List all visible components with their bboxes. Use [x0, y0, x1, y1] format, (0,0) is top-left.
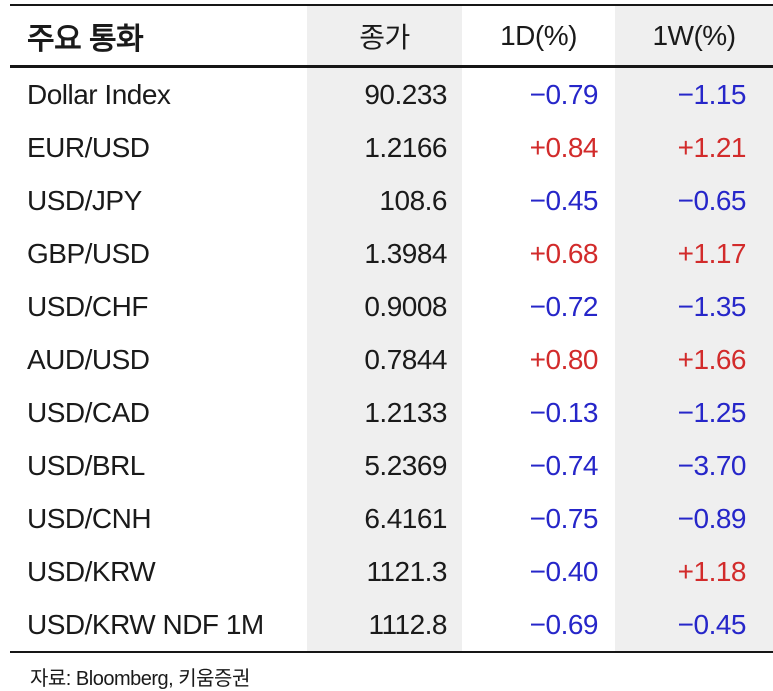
column-header-1w: 1W(%) — [615, 4, 773, 68]
currency-name: USD/KRW — [27, 555, 156, 587]
change-1d: −0.75 — [529, 502, 599, 534]
change-1d: −0.79 — [529, 78, 599, 110]
close-value: 1.3984 — [307, 227, 462, 280]
table-row: USD/CHF 0.9008 −0.72 −1.35 — [10, 280, 773, 333]
currency-name: USD/CHF — [27, 290, 148, 322]
fx-currency-table: 주요 통화 종가 1D(%) 1W(%) Dollar Index 90.233… — [10, 4, 773, 653]
close-value: 1.2133 — [307, 386, 462, 439]
change-1w: +1.17 — [615, 227, 773, 280]
close-value: 90.233 — [307, 66, 462, 121]
table-row: EUR/USD 1.2166 +0.84 +1.21 — [10, 121, 773, 174]
close-value: 1121.3 — [307, 545, 462, 598]
source-note: 자료: Bloomberg, 키움증권 — [30, 668, 250, 690]
change-1d: +0.84 — [529, 131, 599, 163]
table-row: AUD/USD 0.7844 +0.80 +1.66 — [10, 333, 773, 386]
close-value: 5.2369 — [307, 439, 462, 492]
currency-name: USD/JPY — [27, 184, 142, 216]
table-row: USD/BRL 5.2369 −0.74 −3.70 — [10, 439, 773, 492]
change-1w: −1.25 — [615, 386, 773, 439]
column-header-1d: 1D(%) — [462, 4, 615, 68]
change-1w: −0.45 — [615, 598, 773, 653]
table-header-row: 주요 통화 종가 1D(%) 1W(%) — [10, 4, 773, 68]
close-value: 1112.8 — [307, 598, 462, 653]
currency-name: Dollar Index — [27, 78, 171, 110]
table-row: USD/KRW NDF 1M 1112.8 −0.69 −0.45 — [10, 598, 773, 653]
change-1d: −0.45 — [529, 184, 599, 216]
close-value: 0.9008 — [307, 280, 462, 333]
currency-name: GBP/USD — [27, 237, 150, 269]
table-row: USD/CNH 6.4161 −0.75 −0.89 — [10, 492, 773, 545]
close-value: 0.7844 — [307, 333, 462, 386]
close-value: 1.2166 — [307, 121, 462, 174]
change-1d: −0.13 — [529, 396, 599, 428]
column-header-close: 종가 — [307, 4, 462, 68]
currency-name: AUD/USD — [27, 343, 150, 375]
change-1w: −1.35 — [615, 280, 773, 333]
change-1w: +1.21 — [615, 121, 773, 174]
table-row: USD/KRW 1121.3 −0.40 +1.18 — [10, 545, 773, 598]
change-1d: −0.72 — [529, 290, 599, 322]
close-value: 6.4161 — [307, 492, 462, 545]
change-1d: +0.80 — [529, 343, 599, 375]
change-1w: +1.18 — [615, 545, 773, 598]
currency-name: EUR/USD — [27, 131, 150, 163]
table-row: USD/CAD 1.2133 −0.13 −1.25 — [10, 386, 773, 439]
change-1d: −0.40 — [529, 555, 599, 587]
change-1w: −0.89 — [615, 492, 773, 545]
table-row: Dollar Index 90.233 −0.79 −1.15 — [10, 66, 773, 121]
change-1w: −0.65 — [615, 174, 773, 227]
change-1d: −0.74 — [529, 449, 599, 481]
currency-name: USD/CAD — [27, 396, 150, 428]
currency-name: USD/CNH — [27, 502, 152, 534]
table-row: GBP/USD 1.3984 +0.68 +1.17 — [10, 227, 773, 280]
table-row: USD/JPY 108.6 −0.45 −0.65 — [10, 174, 773, 227]
change-1w: −3.70 — [615, 439, 773, 492]
change-1w: −1.15 — [615, 66, 773, 121]
change-1w: +1.66 — [615, 333, 773, 386]
change-1d: +0.68 — [529, 237, 599, 269]
change-1d: −0.69 — [462, 598, 615, 653]
currency-name: USD/BRL — [27, 449, 145, 481]
column-header-currency: 주요 통화 — [10, 4, 307, 68]
currency-name: USD/KRW NDF 1M — [10, 598, 307, 653]
close-value: 108.6 — [307, 174, 462, 227]
